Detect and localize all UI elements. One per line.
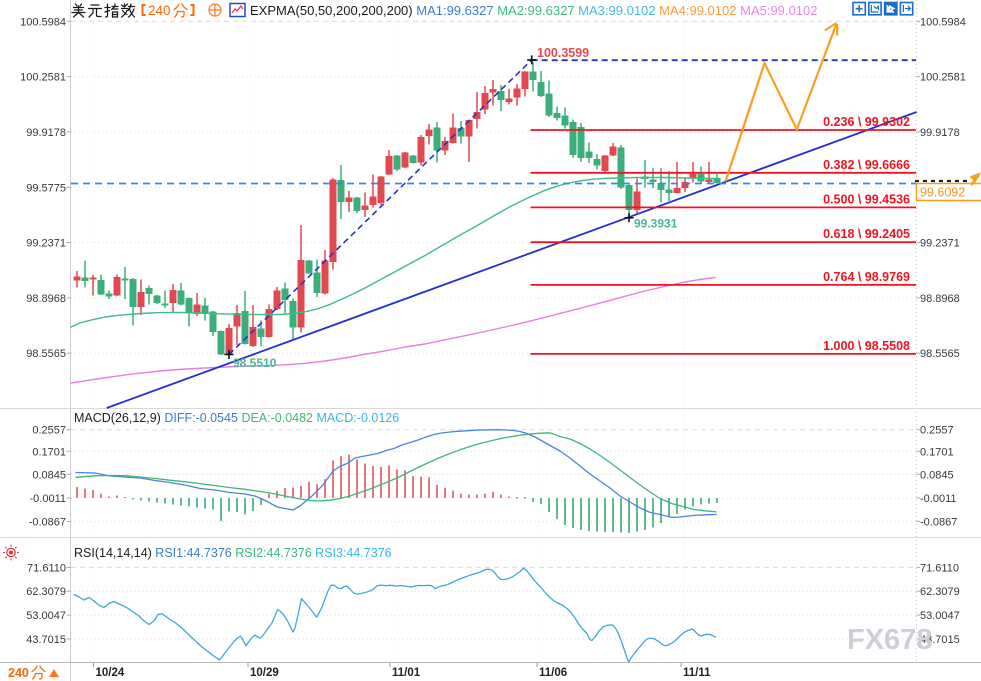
svg-text:99.5775: 99.5775 (26, 182, 66, 194)
svg-text:0.382 \ 99.6666: 0.382 \ 99.6666 (823, 158, 910, 172)
svg-text:100.2581: 100.2581 (20, 72, 66, 84)
svg-text:98.5510: 98.5510 (233, 356, 277, 370)
svg-text:0.1701: 0.1701 (920, 446, 954, 458)
svg-text:100.5984: 100.5984 (20, 16, 66, 28)
svg-text:-0.0867: -0.0867 (29, 516, 66, 528)
svg-text:-0.0011: -0.0011 (920, 493, 957, 505)
svg-text:99.6092: 99.6092 (920, 186, 965, 200)
svg-text:0.236 \ 99.9302: 0.236 \ 99.9302 (823, 115, 910, 129)
svg-text:98.5565: 98.5565 (26, 348, 66, 360)
svg-text:0.500 \ 99.4536: 0.500 \ 99.4536 (823, 192, 910, 206)
svg-text:43.7015: 43.7015 (26, 634, 66, 646)
svg-text:-0.0867: -0.0867 (920, 516, 957, 528)
svg-text:240: 240 (148, 3, 171, 18)
svg-text:0.764 \ 98.9769: 0.764 \ 98.9769 (823, 270, 910, 284)
svg-text:MACD(26,12,9) DIFF:-0.0545 DE: MACD(26,12,9) DIFF:-0.0545 DEA:-0.0482 M… (74, 411, 399, 425)
svg-text:99.3931: 99.3931 (634, 217, 678, 231)
svg-text:RSI(14,14,14) RSI1:44.7376 RS: RSI(14,14,14) RSI1:44.7376 RSI2:44.7376 … (74, 546, 392, 560)
svg-text:EXPMA(50,50,200,200,200) MA1:9: EXPMA(50,50,200,200,200) MA1:99.6327 MA2… (250, 3, 817, 18)
svg-text:71.6110: 71.6110 (27, 562, 66, 574)
svg-text:0.618 \ 99.2405: 0.618 \ 99.2405 (823, 227, 910, 241)
svg-text:0.1701: 0.1701 (32, 446, 66, 458)
svg-text:100.3599: 100.3599 (537, 46, 589, 60)
svg-text:71.6110: 71.6110 (920, 562, 959, 574)
svg-text:11/06: 11/06 (539, 667, 567, 679)
svg-text:11/11: 11/11 (683, 667, 711, 679)
svg-text:98.8968: 98.8968 (920, 293, 960, 305)
svg-text:100.5984: 100.5984 (920, 16, 966, 28)
svg-text:0.2557: 0.2557 (32, 425, 66, 437)
svg-text:100.2581: 100.2581 (920, 72, 966, 84)
svg-text:62.3079: 62.3079 (920, 586, 960, 598)
svg-text:53.0047: 53.0047 (920, 610, 960, 622)
svg-text:0.0845: 0.0845 (32, 469, 66, 481)
svg-text:99.2371: 99.2371 (26, 238, 66, 250)
svg-text:240: 240 (8, 666, 29, 680)
svg-text:10/29: 10/29 (250, 667, 279, 679)
svg-text:11/01: 11/01 (392, 667, 421, 679)
svg-text:98.8968: 98.8968 (26, 293, 66, 305)
svg-text:53.0047: 53.0047 (26, 610, 66, 622)
svg-text:1.000 \ 98.5508: 1.000 \ 98.5508 (823, 339, 910, 353)
svg-text:FX678: FX678 (847, 624, 932, 656)
svg-text:99.2371: 99.2371 (920, 238, 960, 250)
svg-text:10/24: 10/24 (96, 667, 125, 679)
svg-text:-0.0011: -0.0011 (30, 493, 67, 505)
svg-text:99.9178: 99.9178 (26, 127, 66, 139)
svg-text:0.0845: 0.0845 (920, 469, 954, 481)
svg-text:99.9178: 99.9178 (920, 127, 960, 139)
svg-text:98.5565: 98.5565 (920, 348, 960, 360)
svg-text:43.7015: 43.7015 (920, 634, 960, 646)
svg-text:62.3079: 62.3079 (26, 586, 66, 598)
svg-text:0.2557: 0.2557 (920, 425, 954, 437)
